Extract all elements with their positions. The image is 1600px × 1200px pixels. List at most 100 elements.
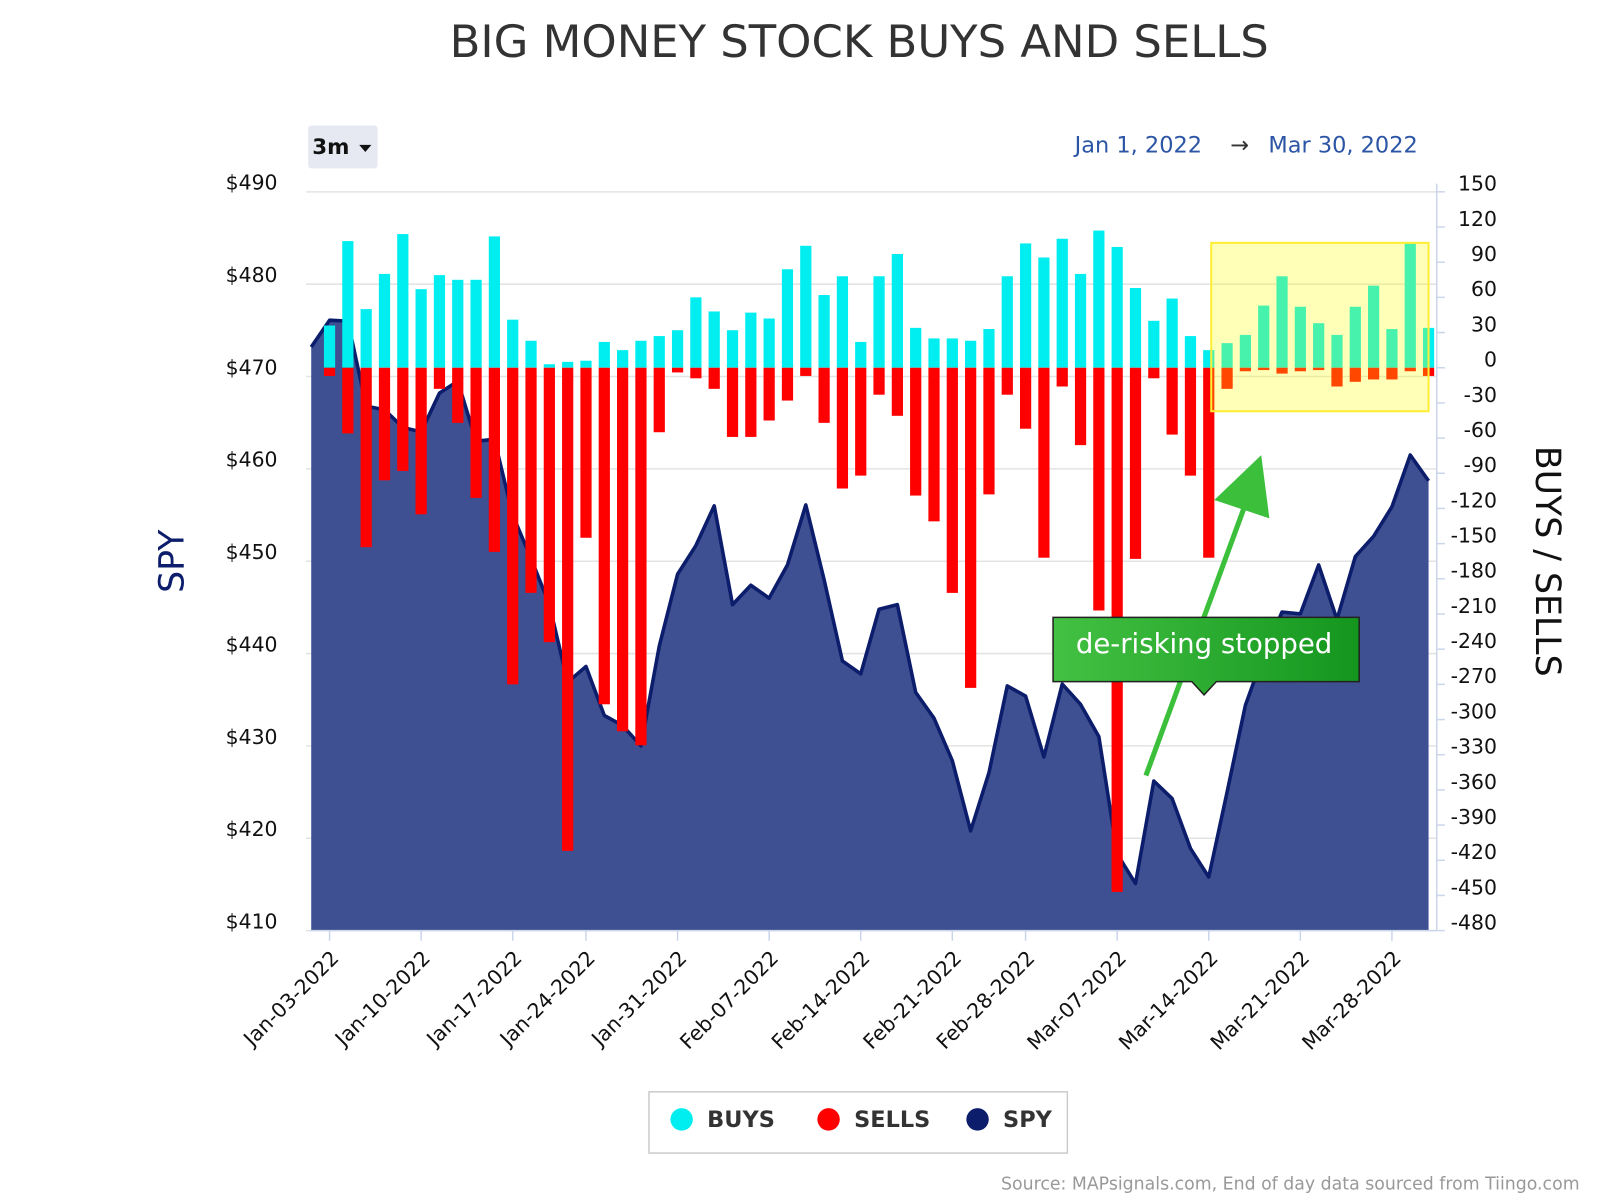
sells-bar	[598, 367, 610, 705]
y2-tick-label: -150	[1451, 523, 1497, 547]
buys-bar	[1276, 276, 1288, 368]
legend-label: BUYS	[707, 1107, 775, 1133]
sells-bar	[983, 367, 995, 495]
sells-bar	[1313, 367, 1325, 371]
y2-tick-label: -210	[1451, 594, 1497, 618]
sells-bar	[836, 367, 849, 489]
y2-tick-label: 30	[1471, 312, 1497, 336]
buys-bar	[653, 336, 665, 368]
sells-bar	[452, 367, 464, 423]
buys-bar	[397, 234, 409, 368]
y2-tick-label: -240	[1451, 629, 1497, 653]
sells-bar	[415, 367, 427, 515]
buys-bar	[543, 364, 555, 368]
sells-bar	[470, 367, 482, 498]
buys-bar	[415, 289, 427, 368]
sells-bar	[525, 367, 537, 593]
sells-bar	[543, 367, 555, 643]
legend-label: SELLS	[854, 1107, 930, 1133]
y-tick-label: $420	[226, 817, 278, 841]
buys-bar	[470, 279, 482, 368]
range-selector[interactable]	[308, 125, 378, 169]
legend-items: BUYS SELLS SPY	[670, 1107, 1053, 1133]
sells-bar	[1129, 367, 1142, 559]
sells-bar	[1368, 367, 1380, 380]
sells-bar	[1001, 367, 1013, 395]
legend-marker	[966, 1108, 989, 1131]
plot-area	[309, 230, 1435, 931]
buys-bar	[562, 361, 574, 368]
buys-bar	[1368, 285, 1380, 368]
sells-bar	[690, 367, 702, 379]
buys-bar	[1331, 334, 1343, 368]
legend	[648, 1091, 1069, 1154]
legend-marker	[817, 1108, 840, 1131]
sells-bar	[1404, 367, 1416, 372]
spy-area	[311, 320, 1429, 931]
buys-bar	[525, 340, 537, 368]
sells-bar	[800, 367, 812, 376]
y2-tick-label: -480	[1451, 910, 1497, 934]
sells-bar	[1074, 367, 1087, 446]
buys-bar	[818, 295, 830, 368]
buys-bar	[580, 360, 592, 368]
buys-bar	[1019, 243, 1032, 368]
sells-bar	[635, 367, 647, 746]
y-tick-label: $480	[226, 263, 278, 287]
buys-bar	[1313, 323, 1325, 368]
sells-bar	[1056, 367, 1068, 387]
y2-tick-label: -300	[1451, 699, 1497, 723]
annotation: de-risking stopped	[1076, 628, 1332, 660]
y2-tick-label: -30	[1464, 383, 1497, 407]
buys-bar	[635, 340, 647, 368]
sells-bar	[671, 367, 684, 373]
buys-bar	[433, 275, 446, 368]
buys-bar	[598, 341, 610, 368]
y2-tick-label: -330	[1451, 735, 1497, 759]
buys-bar	[1074, 273, 1087, 368]
sells-bar	[965, 367, 977, 688]
buys-bar	[855, 341, 867, 368]
y2-tick-label: -90	[1464, 453, 1497, 477]
buys-bar	[1258, 305, 1270, 368]
y-tick-label: $430	[226, 725, 278, 749]
sells-bar	[818, 367, 830, 423]
date-from[interactable]: Jan 1, 2022	[1073, 132, 1202, 158]
buys-bar	[965, 340, 977, 368]
buys-bar	[452, 279, 464, 368]
source: Source: MAPsignals.com, End of day data …	[1001, 1175, 1580, 1195]
y2-tick-label: 60	[1471, 277, 1497, 301]
annotation-box	[1052, 616, 1360, 697]
sells-bar	[507, 367, 519, 685]
buys-bar	[342, 241, 354, 368]
sells-bar	[781, 367, 794, 401]
buys-bar	[360, 309, 372, 368]
sells-bar	[745, 367, 757, 437]
sells-bar	[891, 367, 903, 416]
y2-tick-label: -180	[1451, 559, 1497, 583]
buys-bar	[1166, 298, 1178, 368]
y2-tick-label: 150	[1458, 172, 1497, 196]
sells-bar	[1239, 367, 1252, 372]
sells-bar	[1331, 367, 1343, 387]
buys-bar	[745, 312, 757, 368]
buys-bar	[1093, 230, 1105, 368]
y2-tick-label: -420	[1451, 840, 1497, 864]
sells-bar	[1203, 367, 1215, 558]
x-tick-label: Jan-03-2022	[237, 946, 343, 1052]
sells-bar	[1258, 367, 1270, 371]
date-to[interactable]: Mar 30, 2022	[1268, 132, 1417, 158]
y2-tick-label: -270	[1451, 664, 1497, 688]
buys-bar	[928, 338, 940, 368]
buys-bar	[910, 327, 922, 368]
buys-bar	[1221, 343, 1233, 368]
buys-bar	[800, 245, 812, 368]
y2-tick-label: 0	[1484, 348, 1497, 372]
buys-bar	[1239, 334, 1252, 368]
buys-bar	[1129, 287, 1142, 368]
range-selector-label[interactable]: 3m	[312, 135, 349, 160]
buys-bar	[671, 330, 684, 368]
buys-bar	[507, 319, 519, 368]
dropdown-caret[interactable]	[359, 144, 372, 153]
